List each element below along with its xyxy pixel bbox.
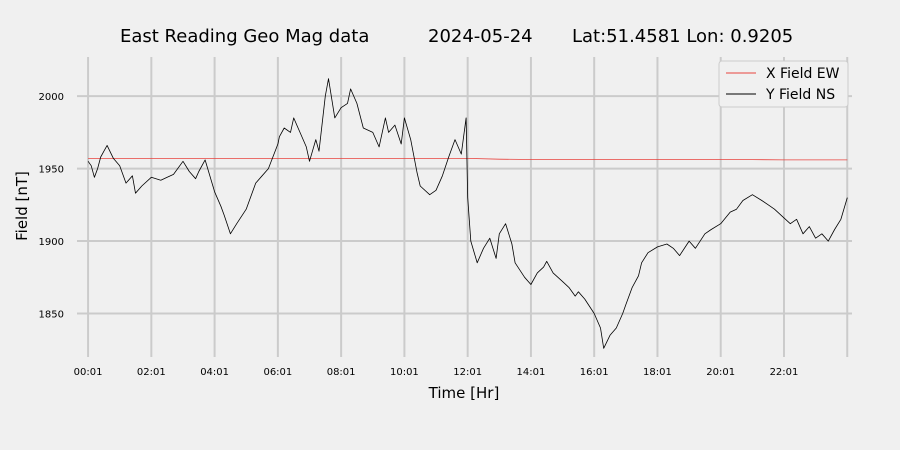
legend-label-y-field: Y Field NS (765, 87, 835, 103)
chart-title-date: 2024-05-24 (428, 26, 533, 47)
y-field-ns-line (87, 78, 848, 349)
chart-title-main: East Reading Geo Mag data (120, 26, 369, 47)
y-tick-label: 2000 (39, 92, 64, 103)
y-tick-label: 1950 (39, 165, 64, 176)
x-tick-label: 04:01 (200, 367, 229, 378)
x-axis-label: Time [Hr] (428, 384, 500, 402)
x-tick-label: 00:01 (74, 367, 103, 378)
grid (77, 57, 852, 357)
x-tick-label: 08:01 (327, 367, 356, 378)
x-tick-label: 20:01 (706, 367, 735, 378)
x-tick-label: 10:01 (390, 367, 419, 378)
x-tick-label: 22:01 (770, 367, 799, 378)
x-field-ew-line (88, 157, 848, 161)
legend-label-x-field: X Field EW (766, 66, 840, 82)
y-tick-label: 1850 (39, 310, 64, 321)
x-tick-label: 16:01 (580, 367, 609, 378)
x-tick-label: 14:01 (517, 367, 546, 378)
x-tick-label: 02:01 (137, 367, 166, 378)
y-tick-label: 1900 (39, 237, 64, 248)
x-tick-label: 12:01 (453, 367, 482, 378)
tick-labels: 00:01 02:01 04:01 06:01 08:01 10:01 12:01 14:01… (39, 92, 799, 378)
y-axis-label: Field [nT] (13, 171, 31, 241)
x-tick-label: 06:01 (263, 367, 292, 378)
legend: X Field EW Y Field NS (718, 60, 849, 108)
chart-title-location: Lat:51.4581 Lon: 0.9205 (572, 26, 793, 47)
x-tick-label: 18:01 (643, 367, 672, 378)
series-group (87, 78, 848, 349)
